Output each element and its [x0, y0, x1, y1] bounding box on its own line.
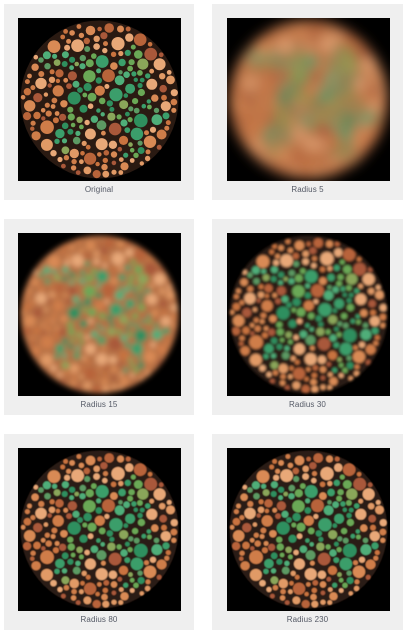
color-blind-test-plate-image: [18, 18, 181, 181]
image-caption: Radius 230: [286, 615, 329, 624]
image-card-radius-15: Radius 15: [4, 219, 194, 415]
image-card-radius-230: Radius 230: [212, 434, 403, 630]
image-caption: Radius 15: [80, 400, 118, 409]
image-card-original: Original: [4, 4, 194, 200]
plate-svg: [18, 233, 181, 396]
image-card-radius-80: Radius 80: [4, 434, 194, 630]
plate-svg: [18, 18, 181, 181]
image-caption: Radius 80: [80, 615, 118, 624]
color-blind-test-plate-image: [227, 18, 390, 181]
plate-svg: [227, 233, 390, 396]
color-blind-test-plate-image: [227, 448, 390, 611]
plate-svg: [227, 448, 390, 611]
plate-svg: [227, 18, 390, 181]
image-caption: Radius 5: [291, 185, 324, 194]
image-caption: Original: [84, 185, 114, 194]
plate-svg: [18, 448, 181, 611]
image-card-radius-5: Radius 5: [212, 4, 403, 200]
color-blind-test-plate-image: [227, 233, 390, 396]
image-caption: Radius 30: [289, 400, 326, 409]
color-blind-test-plate-image: [18, 448, 181, 611]
image-card-radius-30: Radius 30: [212, 219, 403, 415]
color-blind-test-plate-image: [18, 233, 181, 396]
